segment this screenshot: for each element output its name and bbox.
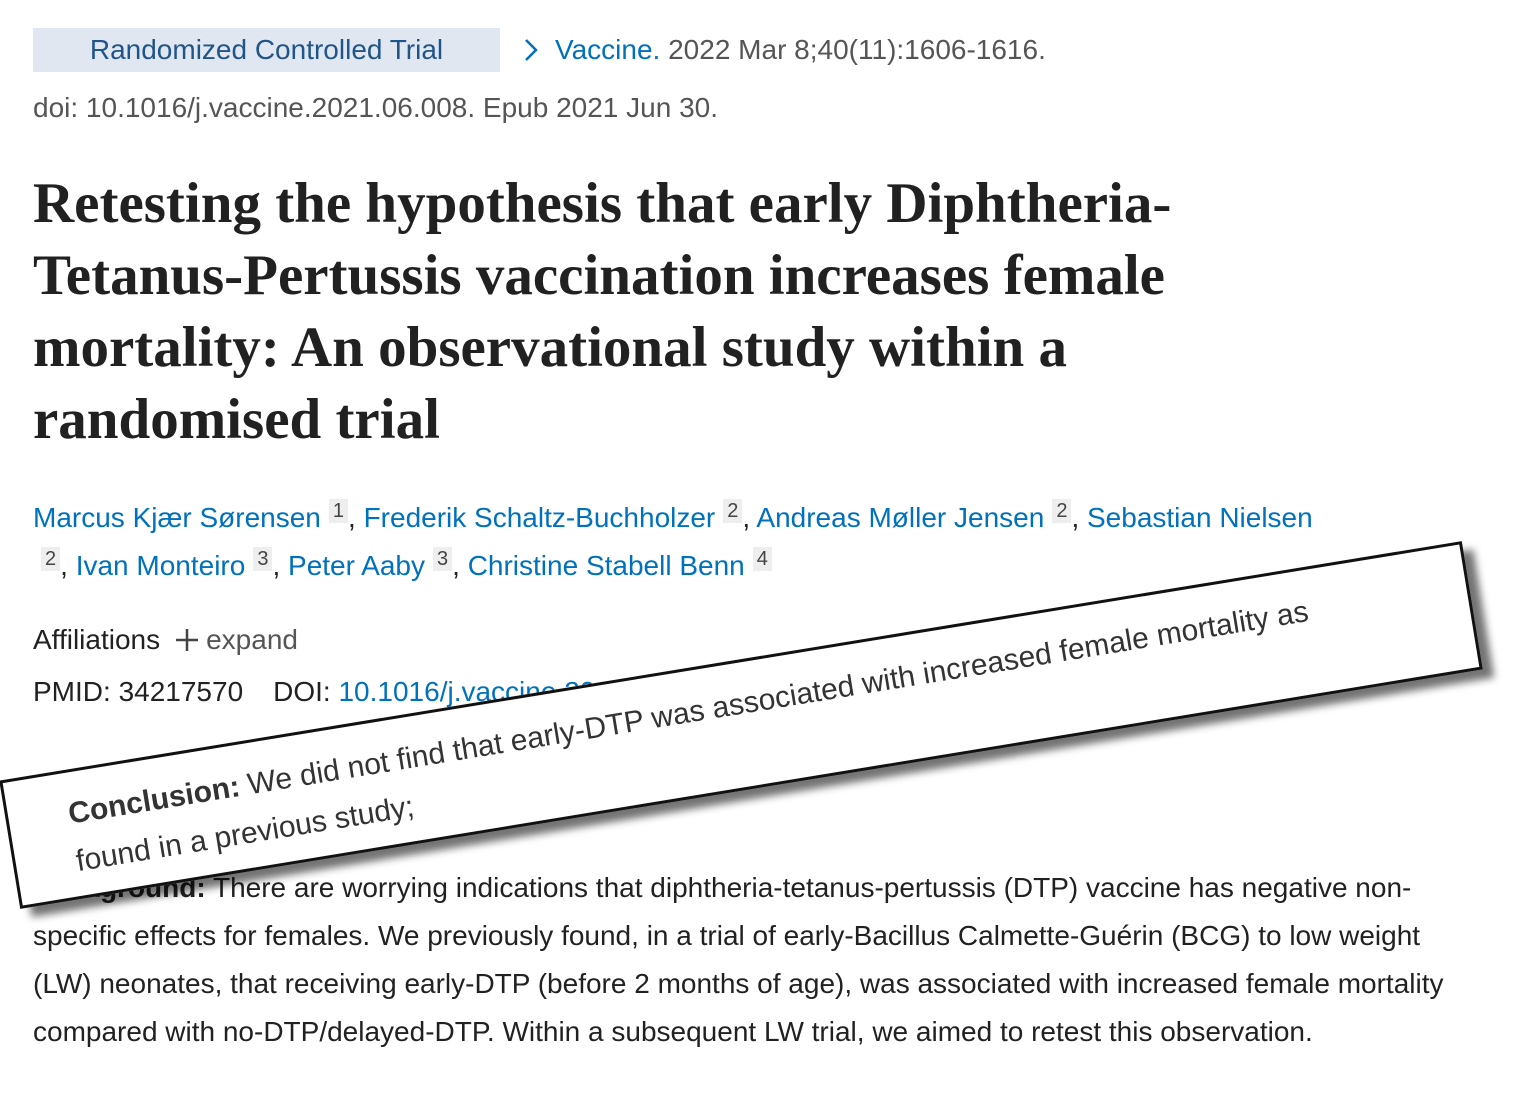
author-separator: , — [742, 502, 751, 533]
affiliations: Affiliations expand — [33, 618, 298, 662]
expand-text[interactable]: expand — [206, 624, 298, 655]
plus-icon — [176, 629, 199, 651]
background-text: There are worrying indications that diph… — [33, 872, 1444, 1047]
citation-text: 2022 Mar 8;40(11):1606-1616. — [668, 34, 1046, 65]
citation: Vaccine. 2022 Mar 8;40(11):1606-1616. — [555, 28, 1046, 72]
affiliation-number[interactable]: 2 — [723, 499, 743, 523]
author-link[interactable]: Peter Aaby — [288, 550, 425, 581]
article-title: Retesting the hypothesis that early Diph… — [33, 172, 1172, 451]
author-separator: , — [452, 550, 460, 581]
author-link[interactable]: Andreas Møller Jensen — [756, 502, 1045, 533]
author-link[interactable]: Ivan Monteiro — [75, 550, 246, 581]
affiliation-number[interactable]: 1 — [328, 499, 348, 523]
author-separator: , — [60, 550, 68, 581]
author-link[interactable]: Sebastian Nielsen — [1087, 502, 1313, 533]
author-link[interactable]: Marcus Kjær Sørensen — [33, 502, 321, 533]
author-separator: , — [272, 550, 281, 581]
author-link[interactable]: Christine Stabell Benn — [467, 550, 745, 581]
author-separator: , — [1071, 502, 1080, 533]
affiliation-number[interactable]: 2 — [41, 547, 61, 571]
pmid: 34217570 — [118, 676, 244, 707]
chevron-icon — [525, 39, 538, 61]
affiliations-label: Affiliations — [33, 624, 161, 655]
conclusion-callout: Conclusion: We did not find that early-D… — [0, 541, 1483, 909]
author-list: Marcus Kjær Sørensen 1, Frederik Schaltz-… — [33, 494, 1333, 590]
abstract-background: Background: There are worrying indicatio… — [33, 864, 1483, 1056]
expand-toggle[interactable]: expand — [174, 624, 298, 655]
author-separator: , — [348, 502, 356, 533]
affiliation-number[interactable]: 2 — [1052, 499, 1072, 523]
affiliation-number[interactable]: 3 — [253, 547, 273, 571]
affiliation-number[interactable]: 3 — [433, 547, 453, 571]
pmid-label: PMID: — [33, 676, 111, 707]
journal-link[interactable]: Vaccine. — [555, 34, 661, 65]
doi-line: doi: 10.1016/j.vaccine.2021.06.008. Epub… — [33, 92, 718, 123]
publication-type[interactable]: Randomized Controlled Trial — [33, 28, 500, 72]
affiliation-number[interactable]: 4 — [752, 547, 772, 571]
author-link[interactable]: Frederik Schaltz-Buchholzer — [363, 502, 716, 533]
doi-label: DOI: — [273, 676, 331, 707]
